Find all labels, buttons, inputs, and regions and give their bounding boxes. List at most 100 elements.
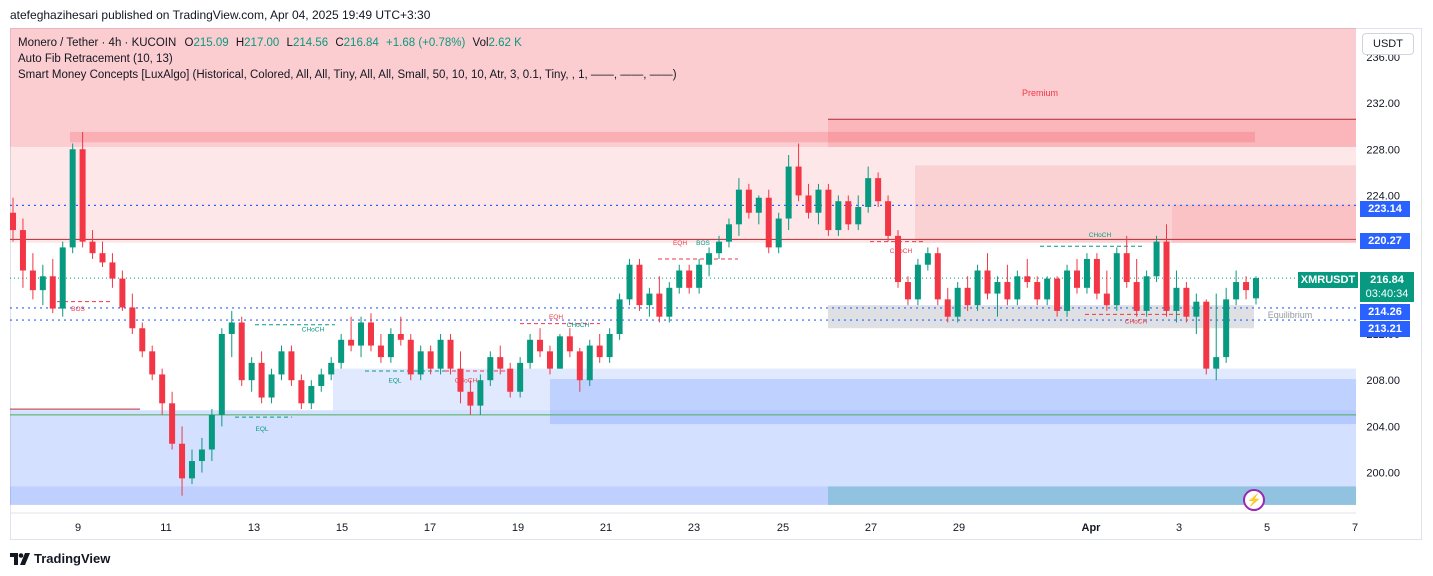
candle-body — [437, 339, 444, 369]
currency-button[interactable]: USDT — [1362, 33, 1414, 55]
time-axis-label: 7 — [1352, 522, 1358, 534]
time-axis-label: 15 — [336, 522, 348, 534]
time-axis-label: 13 — [248, 522, 260, 534]
candle-body — [198, 449, 205, 462]
candle-body — [129, 307, 136, 329]
tradingview-wordmark: TradingView — [34, 551, 111, 566]
price-chart[interactable]: Premium Equilibrium BOS CHoCH EQL EQL CHoCH EQH… — [10, 28, 1422, 540]
price-tag-223: 223.14 — [1360, 201, 1410, 217]
publisher-line: atefeghazihesari published on TradingVie… — [10, 8, 431, 22]
high-value: 217.00 — [244, 37, 280, 49]
candle-body — [1173, 287, 1180, 311]
candle-body — [1093, 258, 1100, 294]
indicator-fib-row[interactable]: Auto Fib Retracement (10, 13) — [18, 53, 173, 65]
smc-label: CHoCH — [455, 378, 478, 385]
candle-body — [19, 230, 26, 271]
candle-body — [895, 235, 902, 283]
candle-body — [735, 189, 742, 225]
candle-body — [49, 276, 56, 309]
candle-body — [139, 328, 146, 352]
candle-body — [377, 345, 384, 358]
candle-body — [656, 293, 663, 317]
smc-label: EQL — [388, 378, 401, 385]
time-axis-label: 25 — [777, 522, 789, 534]
candle-body — [646, 293, 653, 306]
candle-body — [865, 178, 872, 207]
demand-zone-upper — [333, 368, 1356, 411]
change-value: +1.68 (+0.78%) — [386, 37, 466, 49]
candle-body — [1253, 278, 1259, 299]
candle-body — [835, 201, 842, 231]
supply-zone-lower — [10, 146, 1356, 243]
candle-body — [616, 299, 623, 335]
price-axis-label: 232.00 — [1366, 98, 1400, 110]
candle-body — [517, 362, 524, 392]
price-tag-213: 213.21 — [1360, 321, 1410, 337]
candle-body — [218, 334, 225, 415]
candle-body — [1064, 270, 1071, 311]
lightning-icon[interactable]: ⚡ — [1243, 489, 1265, 511]
tradingview-logo[interactable]: TradingView — [10, 551, 110, 566]
candle-body — [974, 270, 981, 306]
open-value: 215.09 — [193, 37, 229, 49]
candle-body — [596, 345, 603, 358]
candle-body — [39, 276, 46, 291]
candle-body — [934, 253, 941, 300]
candle-body — [159, 374, 166, 404]
candle-body — [328, 362, 335, 375]
candle-body — [367, 322, 374, 346]
candle-body — [1004, 282, 1011, 300]
volume-label: Vol — [472, 37, 489, 49]
candle-body — [1074, 270, 1081, 288]
order-block-mid — [915, 165, 1356, 243]
price-tag-214: 214.26 — [1360, 304, 1410, 320]
candle-body — [984, 270, 991, 294]
price-axis-label: 228.00 — [1366, 144, 1400, 156]
candle-body — [447, 339, 454, 369]
candle-body — [348, 339, 355, 346]
candle-body — [527, 339, 534, 363]
candle-body — [1203, 301, 1210, 369]
open-label: O — [184, 37, 194, 49]
candle-body — [308, 385, 315, 404]
premium-zone — [10, 28, 1356, 147]
order-block-upper — [70, 131, 1255, 143]
price-axis-label: 208.00 — [1366, 375, 1400, 387]
price-axis-label: 224.00 — [1366, 190, 1400, 202]
time-axis-label: 23 — [688, 522, 700, 534]
candle-body — [1133, 282, 1140, 311]
candle-body — [1153, 241, 1160, 277]
symbol-legend-row[interactable]: Monero / Tether · 4h · KUCOIN O215.09 H2… — [18, 35, 677, 51]
candle-body — [885, 201, 892, 236]
volume-value: 2.62 K — [488, 37, 522, 49]
order-block-right — [1172, 204, 1356, 243]
candle-body — [99, 253, 106, 263]
candle-body — [845, 201, 852, 225]
candle-body — [875, 178, 882, 202]
candle-body — [954, 287, 961, 317]
indicator-smc-row[interactable]: Smart Money Concepts [LuxAlgo] (Historic… — [18, 69, 677, 81]
candle-body — [467, 391, 474, 406]
time-axis-label: 11 — [160, 522, 171, 534]
candle-body — [248, 362, 255, 381]
candle-body — [815, 189, 822, 213]
demand-zone-mid — [550, 379, 1356, 425]
candle-body — [1024, 276, 1031, 283]
demand-zone-bottom-right — [828, 486, 1356, 505]
last-price: 216.84 — [1370, 274, 1404, 286]
smc-label: BOS — [696, 240, 710, 247]
order-block-top — [828, 119, 1356, 147]
candle-body — [586, 345, 593, 381]
candle-body — [59, 247, 66, 309]
candle-body — [1044, 278, 1051, 300]
smc-label: CHoCH — [1125, 319, 1148, 326]
candle-body — [805, 195, 812, 213]
equilibrium-label: Equilibrium — [1268, 310, 1313, 320]
candle-body — [914, 264, 921, 300]
candle-body — [994, 282, 1001, 294]
demand-zone-bottom — [10, 486, 1356, 505]
price-tag-220: 220.27 — [1360, 233, 1410, 249]
candle-body — [188, 461, 195, 479]
smc-label: CHoCH — [302, 327, 325, 334]
tv-logo-icon — [10, 552, 30, 565]
